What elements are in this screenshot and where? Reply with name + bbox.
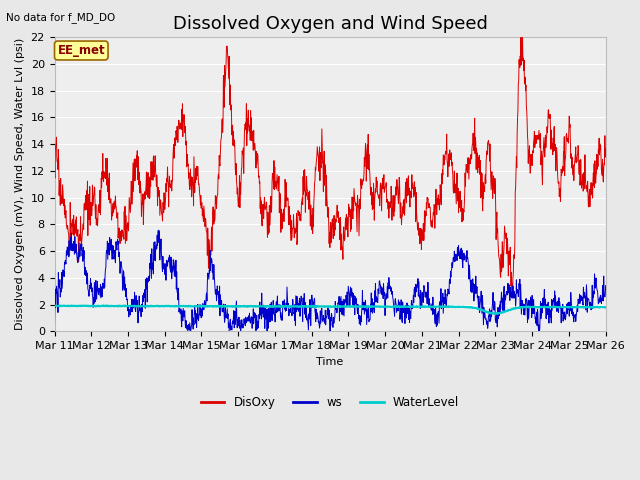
Text: No data for f_MD_DO: No data for f_MD_DO: [6, 12, 116, 23]
Title: Dissolved Oxygen and Wind Speed: Dissolved Oxygen and Wind Speed: [173, 15, 488, 33]
Legend: DisOxy, ws, WaterLevel: DisOxy, ws, WaterLevel: [196, 391, 464, 413]
Text: EE_met: EE_met: [58, 44, 105, 57]
Y-axis label: Dissolved Oxygen (mV), Wind Speed, Water Lvl (psi): Dissolved Oxygen (mV), Wind Speed, Water…: [15, 38, 25, 330]
X-axis label: Time: Time: [316, 357, 344, 367]
